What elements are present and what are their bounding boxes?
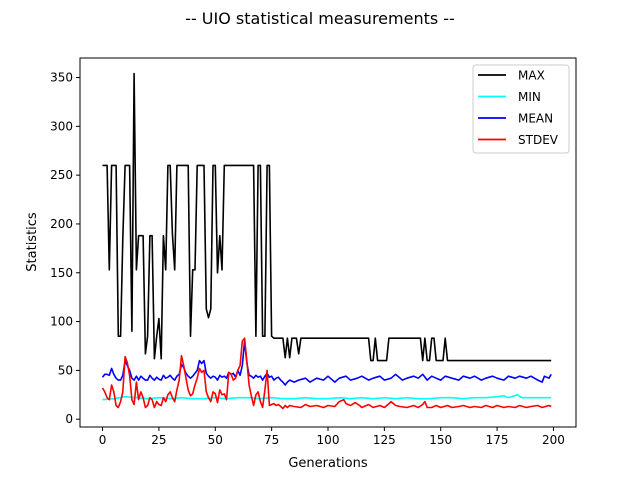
legend-label-stdev: STDEV <box>518 133 559 147</box>
legend: MAX MIN MEAN STDEV <box>472 64 570 154</box>
y-tick-label: 50 <box>58 363 73 377</box>
y-tick-label: 350 <box>50 71 73 85</box>
y-tick-label: 250 <box>50 168 73 182</box>
y-tick-label: 150 <box>50 266 73 280</box>
x-tick-label: 100 <box>317 433 340 447</box>
chart-title: -- UIO statistical measurements -- <box>185 9 455 28</box>
x-tick-label: 200 <box>542 433 565 447</box>
series-line-mean <box>101 340 552 386</box>
y-tick-label: 0 <box>65 412 73 426</box>
x-tick-label: 175 <box>486 433 509 447</box>
y-axis: 0 50 100 150 200 250 300 350 <box>50 71 80 426</box>
series-line-min <box>102 394 552 401</box>
plot-area <box>79 57 577 428</box>
legend-label-mean: MEAN <box>518 112 553 126</box>
series-line-max <box>102 72 552 362</box>
x-tick-label: 25 <box>151 433 166 447</box>
y-axis-label: Statistics <box>25 212 40 272</box>
x-tick-label: 0 <box>99 433 107 447</box>
y-tick-label: 100 <box>50 315 73 329</box>
x-tick-label: 50 <box>208 433 223 447</box>
x-tick-label: 150 <box>429 433 452 447</box>
legend-box <box>472 64 570 154</box>
x-axis-label: Generations <box>288 456 368 471</box>
legend-label-min: MIN <box>518 90 541 104</box>
legend-label-max: MAX <box>518 69 545 83</box>
series-line-stdev <box>101 337 552 410</box>
x-tick-label: 75 <box>264 433 279 447</box>
x-axis: 0 25 50 75 100 125 150 175 200 <box>99 427 565 447</box>
y-tick-label: 300 <box>50 119 73 133</box>
series-layer <box>101 72 552 410</box>
y-tick-label: 200 <box>50 217 73 231</box>
x-tick-label: 125 <box>373 433 396 447</box>
